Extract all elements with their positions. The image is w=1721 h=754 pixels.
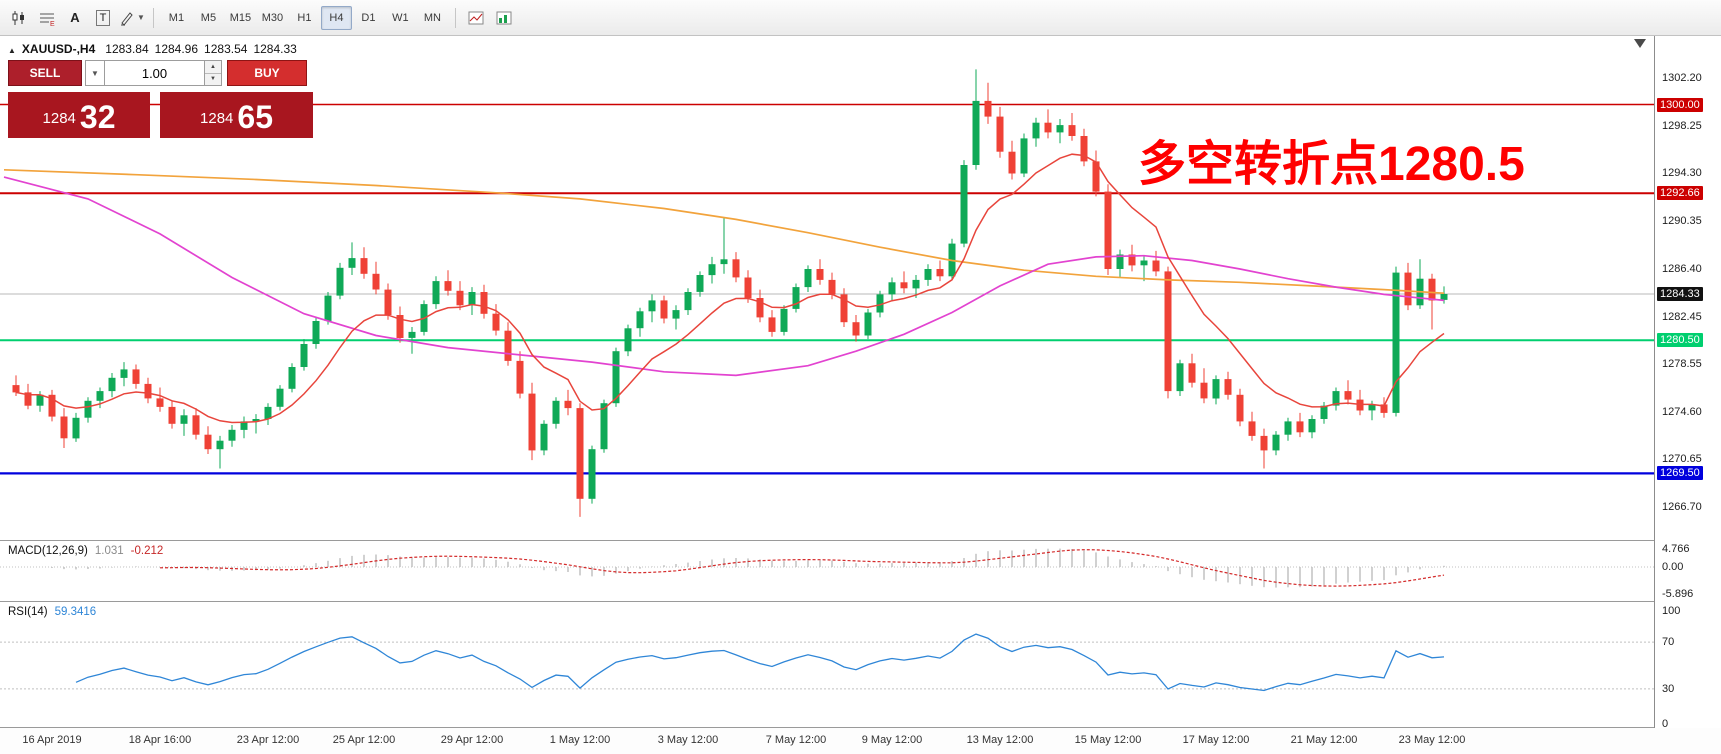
symbol-timeframe-label: XAUUSD-,H4 xyxy=(21,42,96,56)
chart-expand-icon: ▲ xyxy=(8,46,16,55)
timeframe-d1-button[interactable]: D1 xyxy=(361,11,376,24)
buy-price-main: 1284 xyxy=(200,110,234,127)
pane-separator[interactable] xyxy=(0,727,1721,728)
price-tick-label: 1266.70 xyxy=(1662,501,1702,514)
time-axis-label: 18 Apr 16:00 xyxy=(128,734,192,746)
text-tool-button[interactable]: A xyxy=(62,6,88,30)
buy-button[interactable]: BUY xyxy=(227,60,307,86)
price-tick-label: 1282.45 xyxy=(1662,310,1702,323)
hline-price-label: 1280.50 xyxy=(1657,333,1703,348)
ohlc-close: 1284.33 xyxy=(253,42,297,56)
rsi-pane-header: RSI(14) 59.3416 xyxy=(8,606,96,618)
time-axis-label: 17 May 12:00 xyxy=(1182,734,1250,746)
price-axis-border xyxy=(1654,36,1655,728)
time-axis-label: 9 May 12:00 xyxy=(861,734,923,746)
hline-price-label: 1300.00 xyxy=(1657,97,1703,112)
chart-shift-marker xyxy=(1634,39,1646,48)
one-click-trading-panel: SELL ▼ ▲ ▼ BUY 1284 32 1284 65 xyxy=(8,60,313,138)
volume-stepper[interactable]: ▲ ▼ xyxy=(205,60,222,86)
timeframe-mn-button[interactable]: MN xyxy=(423,11,441,24)
sell-price-pips: 32 xyxy=(79,99,116,135)
rsi-scale-label: 100 xyxy=(1662,605,1681,617)
text-label-tool-button[interactable]: T xyxy=(90,6,116,30)
chevron-down-icon: ▼ xyxy=(91,68,99,78)
price-tick-label: 1298.25 xyxy=(1662,119,1702,132)
macd-scale-label: 0.00 xyxy=(1662,561,1684,573)
time-axis-label: 13 May 12:00 xyxy=(966,734,1034,746)
hline-price-label: 1269.50 xyxy=(1657,466,1703,481)
volume-dropdown-button[interactable]: ▼ xyxy=(85,60,105,86)
time-axis-label: 25 Apr 12:00 xyxy=(332,734,396,746)
chart-header: ▲ XAUUSD-,H4 1283.84 1284.96 1283.54 1284.33 xyxy=(8,42,303,56)
pane-separator[interactable] xyxy=(0,601,1721,602)
current-price-label: 1284.33 xyxy=(1657,287,1703,302)
rsi-value: 59.3416 xyxy=(54,606,97,618)
market-watch-icon[interactable] xyxy=(491,6,517,30)
indicator-list-icon[interactable]: E xyxy=(34,6,60,30)
timeframe-m5-button[interactable]: M5 xyxy=(200,11,217,24)
timeframe-toolbar: M1 M5 M15 M30 H1 H4 D1 W1 MN xyxy=(161,5,448,30)
toolbar-separator xyxy=(454,7,456,28)
svg-text:E: E xyxy=(50,21,55,27)
price-tick-label: 1274.60 xyxy=(1662,405,1702,418)
macd-main-value: 1.031 xyxy=(94,545,124,557)
volume-increase-button[interactable]: ▲ xyxy=(205,61,221,74)
macd-scale-label: 4.766 xyxy=(1662,543,1690,555)
tick-chart-icon[interactable] xyxy=(463,6,489,30)
chart-text-annotation: 多空转折点1280.5 xyxy=(1138,138,1525,191)
sell-price-main: 1284 xyxy=(42,110,76,127)
hline-price-label: 1292.66 xyxy=(1657,186,1703,201)
time-axis-label: 7 May 12:00 xyxy=(765,734,827,746)
volume-input[interactable] xyxy=(105,60,205,86)
ohlc-open: 1283.84 xyxy=(105,42,149,56)
volume-decrease-button[interactable]: ▼ xyxy=(205,73,221,85)
ohlc-low: 1283.54 xyxy=(204,42,248,56)
rsi-scale-label: 70 xyxy=(1662,636,1675,649)
time-axis-label: 3 May 12:00 xyxy=(657,734,719,746)
time-axis-label: 16 Apr 2019 xyxy=(22,734,82,746)
rsi-scale-label: 30 xyxy=(1662,682,1675,695)
buy-price-pips: 65 xyxy=(237,99,273,135)
text-tool-label: A xyxy=(70,10,80,25)
price-tick-label: 1270.65 xyxy=(1662,453,1702,466)
price-tick-label: 1286.40 xyxy=(1662,262,1702,275)
timeframe-w1-button[interactable]: W1 xyxy=(392,11,409,24)
ohlc-high: 1284.96 xyxy=(154,42,199,56)
macd-signal-value: -0.212 xyxy=(130,545,164,557)
drawing-tools-button[interactable]: ▼ xyxy=(118,6,146,30)
price-tick-label: 1294.30 xyxy=(1662,167,1702,180)
timeframe-h4-button[interactable]: H4 xyxy=(320,5,352,30)
pane-separator[interactable] xyxy=(0,540,1721,541)
time-axis-label: 23 May 12:00 xyxy=(1398,734,1466,746)
macd-label: MACD(12,26,9) xyxy=(8,545,88,557)
buy-price-display[interactable]: 1284 65 xyxy=(160,92,313,138)
text-label-tool-label: T xyxy=(95,9,111,26)
timeframe-m1-button[interactable]: M1 xyxy=(168,11,185,24)
time-axis[interactable]: 16 Apr 2019 18 Apr 16:00 23 Apr 12:00 25 Ap… xyxy=(0,728,1721,754)
time-axis-label: 1 May 12:00 xyxy=(549,734,611,746)
price-tick-label: 1278.55 xyxy=(1662,357,1702,370)
rsi-scale-label: 0 xyxy=(1662,718,1669,730)
sell-price-display[interactable]: 1284 32 xyxy=(8,92,150,138)
price-axis[interactable]: 1302.20 1298.25 1294.30 1290.35 1286.40 1282.… xyxy=(1655,36,1721,730)
toolbar-separator xyxy=(152,7,154,28)
timeframe-m15-button[interactable]: M15 xyxy=(229,11,252,24)
rsi-label: RSI(14) xyxy=(8,606,48,618)
time-axis-label: 23 Apr 12:00 xyxy=(236,734,300,746)
price-tick-label: 1302.20 xyxy=(1662,71,1702,84)
timeframe-h1-button[interactable]: H1 xyxy=(297,11,312,24)
macd-scale-label: -5.896 xyxy=(1662,587,1694,600)
time-axis-label: 29 Apr 12:00 xyxy=(440,734,504,746)
chevron-down-icon: ▼ xyxy=(137,13,145,22)
macd-pane-header: MACD(12,26,9) 1.031 -0.212 xyxy=(8,545,163,557)
time-axis-label: 21 May 12:00 xyxy=(1290,734,1358,746)
price-tick-label: 1290.35 xyxy=(1662,215,1702,228)
chart-type-icon[interactable] xyxy=(6,6,32,30)
time-axis-label: 15 May 12:00 xyxy=(1074,734,1142,746)
toolbar: E A T ▼ M1 M5 M15 M30 H1 H4 D1 W1 MN xyxy=(0,0,1721,36)
sell-button[interactable]: SELL xyxy=(8,60,82,86)
timeframe-m30-button[interactable]: M30 xyxy=(261,11,284,24)
